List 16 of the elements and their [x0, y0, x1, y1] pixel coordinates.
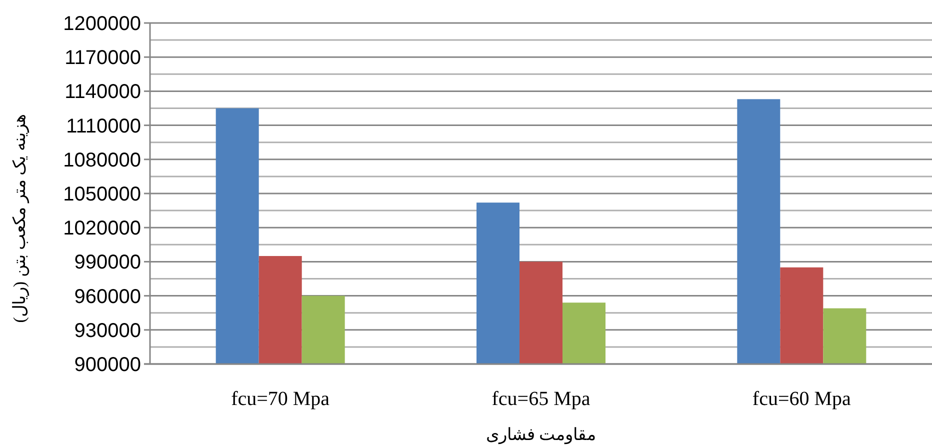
y-tick-label: 1080000	[63, 149, 141, 172]
x-axis-title: مقاومت فشاری	[486, 425, 596, 445]
y-tick-label: 1170000	[64, 47, 141, 70]
y-tick-label: 1020000	[63, 218, 141, 240]
y-tick-label: 990000	[74, 252, 141, 274]
y-tick-label: 1140000	[64, 81, 141, 104]
y-tick-label: 1110000	[66, 115, 141, 138]
x-tick-label: fcu=65 Mpa	[492, 388, 590, 410]
y-tick-label: 960000	[74, 286, 141, 308]
y-tick-label: 930000	[74, 320, 141, 342]
y-tick-label: 1200000	[63, 13, 141, 35]
y-tick-label: 900000	[74, 354, 141, 376]
x-tick-label: fcu=70 Mpa	[231, 388, 330, 410]
y-tick-label: 1050000	[63, 184, 141, 206]
y-axis-title: هزینه یک متر مکعب بتن (ریال)	[10, 114, 30, 323]
x-tick-label: fcu=60 Mpa	[752, 388, 852, 410]
